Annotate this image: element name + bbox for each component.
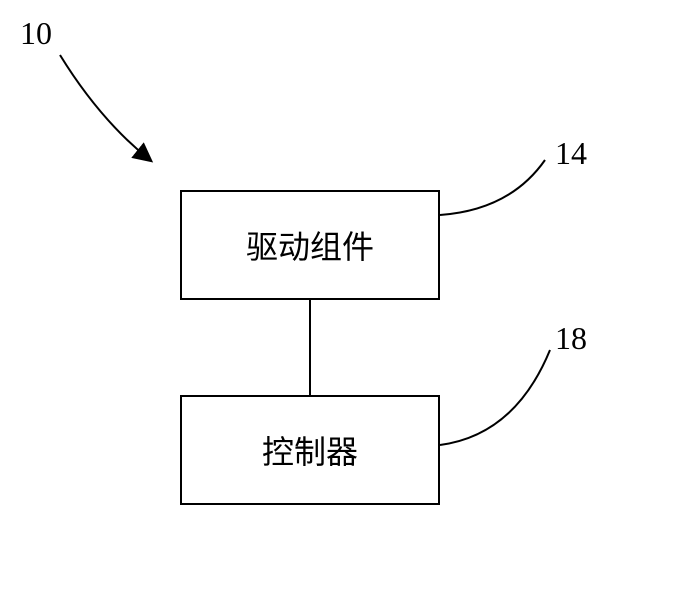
label-ref-10: 10 — [20, 15, 52, 52]
label-ref-18: 18 — [555, 320, 587, 357]
node-drive-component-label: 驱动组件 — [246, 222, 374, 268]
node-controller-label: 控制器 — [262, 427, 358, 473]
curve-14 — [440, 160, 545, 215]
connector-vertical — [309, 300, 311, 395]
node-drive-component: 驱动组件 — [180, 190, 440, 300]
curve-18 — [440, 350, 550, 445]
arrow-10-curve — [60, 55, 150, 160]
label-ref-14: 14 — [555, 135, 587, 172]
node-controller: 控制器 — [180, 395, 440, 505]
